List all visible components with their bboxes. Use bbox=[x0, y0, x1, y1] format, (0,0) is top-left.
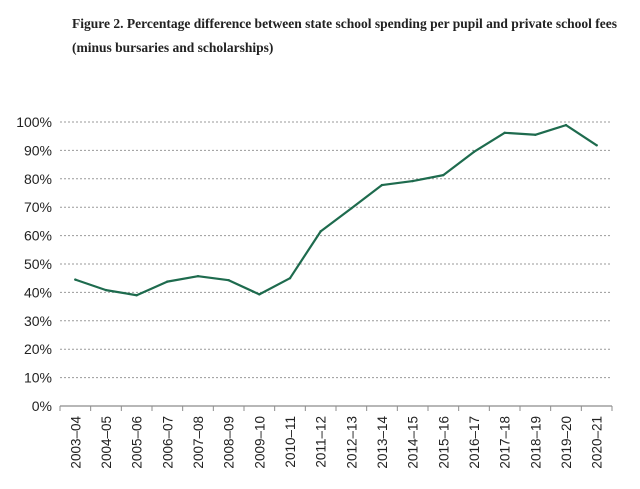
series-line bbox=[74, 124, 598, 297]
y-tick-label: 10% bbox=[24, 370, 52, 386]
x-axis-ticks: 2003–04 2004–05 2005–06 2006–07 2007–08 2008–… bbox=[68, 416, 604, 469]
x-axis bbox=[59, 405, 613, 411]
x-tick-label: 2008–09 bbox=[222, 416, 237, 469]
y-tick-label: 0% bbox=[32, 398, 52, 414]
x-tick-label: 2014–15 bbox=[406, 416, 421, 469]
y-tick-label: 70% bbox=[24, 199, 52, 215]
y-tick-label: 60% bbox=[24, 228, 52, 244]
data-point bbox=[534, 133, 537, 136]
data-point bbox=[135, 294, 138, 297]
x-tick-label: 2013–14 bbox=[375, 416, 390, 469]
x-tick-label: 2018–19 bbox=[528, 416, 543, 469]
x-tick-label: 2017–18 bbox=[498, 416, 513, 469]
data-point bbox=[380, 183, 384, 187]
data-point bbox=[319, 230, 322, 233]
x-tick-label: 2003–04 bbox=[68, 416, 83, 469]
x-tick-label: 2010–11 bbox=[283, 416, 298, 468]
data-point bbox=[472, 150, 476, 154]
data-point bbox=[350, 207, 353, 210]
x-tick-label: 2016–17 bbox=[467, 416, 482, 469]
data-point bbox=[503, 131, 506, 134]
y-tick-label: 30% bbox=[24, 313, 52, 329]
y-tick-label: 50% bbox=[24, 256, 52, 272]
data-point bbox=[196, 275, 200, 278]
y-tick-label: 20% bbox=[24, 341, 52, 357]
series-layer bbox=[74, 123, 598, 297]
x-tick-label: 2005–06 bbox=[130, 416, 145, 469]
data-point bbox=[258, 293, 261, 296]
y-tick-label: 90% bbox=[24, 142, 52, 158]
data-point bbox=[104, 288, 108, 292]
x-tick-label: 2012–13 bbox=[344, 416, 359, 469]
x-tick-label: 2020–21 bbox=[590, 416, 605, 469]
chart-title: Figure 2. Percentage difference between … bbox=[72, 16, 617, 55]
data-point bbox=[227, 278, 230, 282]
x-tick-label: 2009–10 bbox=[252, 416, 267, 469]
data-point bbox=[564, 123, 568, 127]
y-tick-label: 80% bbox=[24, 171, 52, 187]
x-tick-label: 2006–07 bbox=[160, 416, 175, 469]
data-point bbox=[288, 277, 292, 280]
x-tick-label: 2011–12 bbox=[314, 416, 329, 468]
x-tick-label: 2007–08 bbox=[191, 416, 206, 469]
x-tick-label: 2019–20 bbox=[559, 416, 574, 469]
data-point bbox=[442, 173, 445, 177]
gridlines bbox=[60, 121, 612, 379]
data-point bbox=[411, 179, 414, 183]
y-tick-label: 40% bbox=[24, 284, 52, 300]
x-tick-label: 2015–16 bbox=[436, 416, 451, 469]
x-tick-label: 2004–05 bbox=[99, 416, 114, 469]
y-tick-label: 100% bbox=[16, 114, 52, 130]
y-axis-ticks: 0% 10% 20% 30% 40% 50% 60% 70% 80% 90% 100% bbox=[16, 114, 52, 414]
data-point bbox=[595, 144, 598, 147]
data-point bbox=[166, 280, 169, 283]
data-point bbox=[74, 278, 77, 281]
